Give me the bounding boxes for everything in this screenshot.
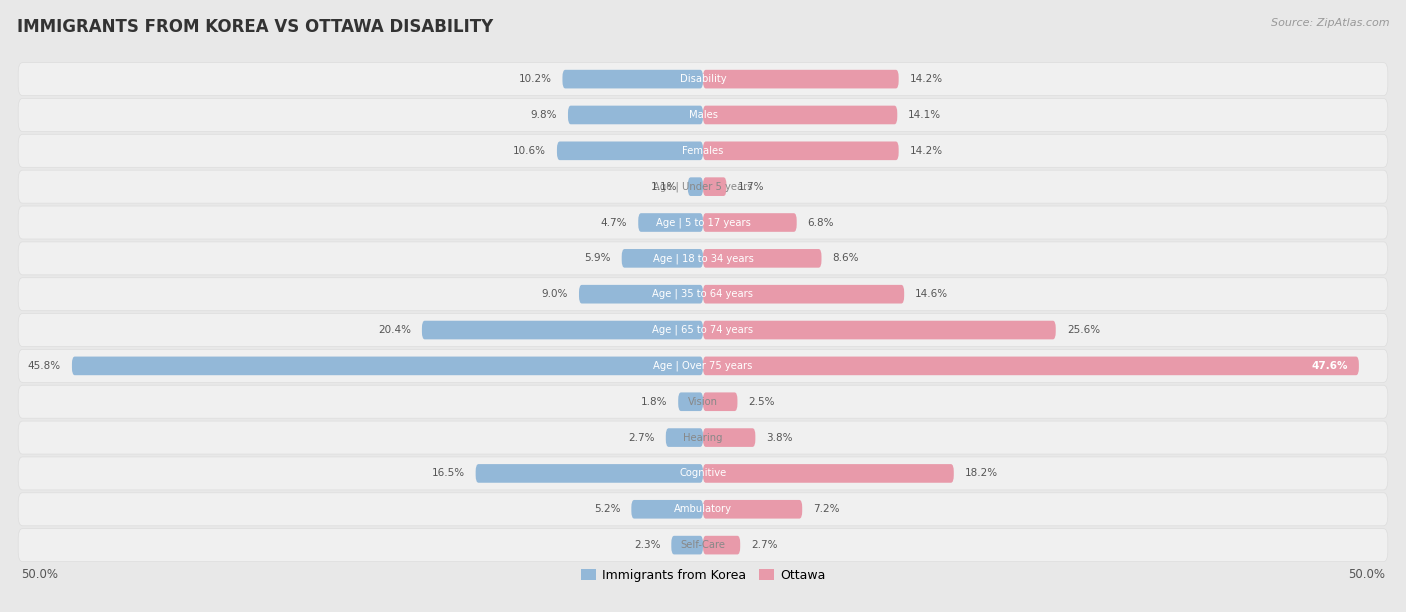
Text: 16.5%: 16.5% [432, 468, 464, 479]
Text: 14.2%: 14.2% [910, 74, 943, 84]
FancyBboxPatch shape [703, 428, 755, 447]
FancyBboxPatch shape [18, 385, 1388, 418]
Text: 1.8%: 1.8% [641, 397, 668, 407]
Text: 8.6%: 8.6% [832, 253, 859, 263]
FancyBboxPatch shape [18, 99, 1388, 132]
Text: 2.3%: 2.3% [634, 540, 661, 550]
Text: 10.2%: 10.2% [519, 74, 551, 84]
Text: 14.1%: 14.1% [908, 110, 942, 120]
Text: 50.0%: 50.0% [21, 569, 58, 581]
Text: Disability: Disability [679, 74, 727, 84]
Text: 6.8%: 6.8% [807, 217, 834, 228]
FancyBboxPatch shape [18, 529, 1388, 562]
Text: 47.6%: 47.6% [1312, 361, 1348, 371]
Text: 18.2%: 18.2% [965, 468, 998, 479]
Text: 45.8%: 45.8% [28, 361, 60, 371]
FancyBboxPatch shape [703, 106, 897, 124]
FancyBboxPatch shape [703, 392, 738, 411]
Text: 14.6%: 14.6% [915, 289, 948, 299]
FancyBboxPatch shape [703, 464, 953, 483]
FancyBboxPatch shape [631, 500, 703, 518]
FancyBboxPatch shape [678, 392, 703, 411]
Text: Cognitive: Cognitive [679, 468, 727, 479]
Text: Self-Care: Self-Care [681, 540, 725, 550]
Text: Hearing: Hearing [683, 433, 723, 442]
FancyBboxPatch shape [666, 428, 703, 447]
FancyBboxPatch shape [18, 170, 1388, 203]
FancyBboxPatch shape [703, 249, 821, 267]
FancyBboxPatch shape [18, 134, 1388, 167]
Text: 5.2%: 5.2% [593, 504, 620, 514]
Text: 4.7%: 4.7% [600, 217, 627, 228]
FancyBboxPatch shape [688, 177, 703, 196]
Text: 7.2%: 7.2% [813, 504, 839, 514]
Text: 9.0%: 9.0% [541, 289, 568, 299]
FancyBboxPatch shape [18, 313, 1388, 346]
Text: Age | 5 to 17 years: Age | 5 to 17 years [655, 217, 751, 228]
FancyBboxPatch shape [703, 357, 1358, 375]
Legend: Immigrants from Korea, Ottawa: Immigrants from Korea, Ottawa [575, 564, 831, 587]
Text: 9.8%: 9.8% [530, 110, 557, 120]
Text: Males: Males [689, 110, 717, 120]
Text: 2.7%: 2.7% [628, 433, 655, 442]
FancyBboxPatch shape [422, 321, 703, 340]
FancyBboxPatch shape [18, 457, 1388, 490]
FancyBboxPatch shape [703, 70, 898, 89]
FancyBboxPatch shape [18, 421, 1388, 454]
Text: Age | 65 to 74 years: Age | 65 to 74 years [652, 325, 754, 335]
Text: 50.0%: 50.0% [1348, 569, 1385, 581]
FancyBboxPatch shape [671, 536, 703, 554]
FancyBboxPatch shape [703, 500, 803, 518]
FancyBboxPatch shape [621, 249, 703, 267]
Text: 2.5%: 2.5% [748, 397, 775, 407]
Text: Source: ZipAtlas.com: Source: ZipAtlas.com [1271, 18, 1389, 28]
Text: IMMIGRANTS FROM KOREA VS OTTAWA DISABILITY: IMMIGRANTS FROM KOREA VS OTTAWA DISABILI… [17, 18, 494, 36]
FancyBboxPatch shape [557, 141, 703, 160]
FancyBboxPatch shape [562, 70, 703, 89]
FancyBboxPatch shape [18, 278, 1388, 311]
FancyBboxPatch shape [18, 493, 1388, 526]
Text: Age | Under 5 years: Age | Under 5 years [654, 181, 752, 192]
FancyBboxPatch shape [703, 177, 727, 196]
Text: 2.7%: 2.7% [751, 540, 778, 550]
Text: Age | 18 to 34 years: Age | 18 to 34 years [652, 253, 754, 264]
Text: Age | Over 75 years: Age | Over 75 years [654, 360, 752, 371]
FancyBboxPatch shape [18, 206, 1388, 239]
FancyBboxPatch shape [72, 357, 703, 375]
Text: Ambulatory: Ambulatory [673, 504, 733, 514]
FancyBboxPatch shape [475, 464, 703, 483]
Text: Females: Females [682, 146, 724, 156]
FancyBboxPatch shape [703, 321, 1056, 340]
Text: Age | 35 to 64 years: Age | 35 to 64 years [652, 289, 754, 299]
FancyBboxPatch shape [579, 285, 703, 304]
Text: 25.6%: 25.6% [1067, 325, 1099, 335]
FancyBboxPatch shape [703, 213, 797, 232]
Text: 14.2%: 14.2% [910, 146, 943, 156]
FancyBboxPatch shape [703, 285, 904, 304]
Text: 20.4%: 20.4% [378, 325, 411, 335]
Text: 5.9%: 5.9% [583, 253, 610, 263]
FancyBboxPatch shape [703, 141, 898, 160]
Text: 1.7%: 1.7% [738, 182, 763, 192]
FancyBboxPatch shape [638, 213, 703, 232]
Text: 10.6%: 10.6% [513, 146, 546, 156]
FancyBboxPatch shape [18, 62, 1388, 95]
Text: 3.8%: 3.8% [766, 433, 793, 442]
Text: Vision: Vision [688, 397, 718, 407]
FancyBboxPatch shape [568, 106, 703, 124]
Text: 1.1%: 1.1% [651, 182, 676, 192]
FancyBboxPatch shape [703, 536, 740, 554]
FancyBboxPatch shape [18, 349, 1388, 382]
FancyBboxPatch shape [18, 242, 1388, 275]
